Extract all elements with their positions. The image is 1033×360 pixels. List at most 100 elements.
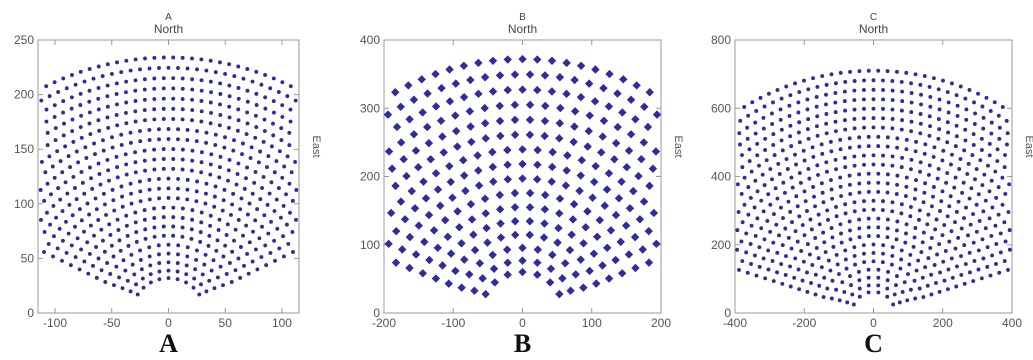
- heliostat-point: [899, 202, 904, 207]
- heliostat-point: [66, 231, 71, 236]
- heliostat-point: [171, 76, 176, 81]
- heliostat-point: [195, 129, 200, 134]
- heliostat-point: [806, 166, 811, 171]
- heliostat-point: [925, 283, 930, 288]
- heliostat-point: [981, 209, 986, 214]
- heliostat-point: [166, 127, 171, 131]
- heliostat-point: [242, 186, 247, 191]
- heliostat-point: [904, 175, 909, 180]
- heliostat-point: [576, 61, 586, 70]
- heliostat-point: [987, 189, 992, 194]
- y-tick-label: 400: [711, 170, 731, 184]
- heliostat-point: [77, 267, 82, 272]
- heliostat-point: [974, 202, 979, 207]
- heliostat-point: [600, 201, 609, 210]
- heliostat-point: [974, 167, 979, 171]
- heliostat-point: [826, 217, 830, 222]
- heliostat-point: [418, 269, 428, 278]
- heliostat-point: [954, 134, 959, 139]
- heliostat-point: [465, 270, 474, 279]
- heliostat-point: [980, 183, 985, 188]
- heliostat-point: [96, 256, 101, 261]
- heliostat-point: [976, 267, 981, 272]
- heliostat-point: [826, 258, 831, 263]
- heliostat-point: [218, 102, 222, 107]
- heliostat-point: [114, 264, 119, 269]
- x-tick-label: 0: [519, 316, 526, 330]
- heliostat-point: [171, 157, 176, 161]
- heliostat-point: [79, 135, 84, 140]
- heliostat-point: [885, 278, 890, 283]
- heliostat-point: [790, 185, 795, 190]
- heliostat-point: [555, 289, 564, 299]
- heliostat-point: [796, 130, 801, 135]
- heliostat-point: [614, 194, 624, 203]
- heliostat-point: [152, 167, 157, 172]
- heliostat-point: [269, 219, 274, 224]
- heliostat-point: [774, 222, 779, 227]
- heliostat-point: [204, 140, 209, 145]
- heliostat-point: [120, 286, 125, 291]
- heliostat-point: [771, 240, 776, 245]
- heliostat-point: [68, 263, 73, 268]
- heliostat-point: [101, 191, 106, 196]
- heliostat-point: [101, 148, 106, 153]
- heliostat-point: [900, 89, 905, 94]
- heliostat-point: [190, 148, 195, 153]
- heliostat-point: [881, 251, 885, 256]
- heliostat-point: [199, 99, 204, 103]
- heliostat-point: [918, 82, 923, 87]
- heliostat-point: [959, 254, 963, 259]
- heliostat-point: [161, 76, 166, 81]
- heliostat-point: [763, 276, 768, 281]
- heliostat-point: [129, 252, 134, 257]
- heliostat-point: [405, 115, 414, 124]
- heliostat-point: [796, 100, 801, 105]
- x-tick-label: 100: [272, 316, 292, 330]
- heliostat-point: [199, 170, 204, 175]
- heliostat-point: [821, 230, 826, 235]
- heliostat-point: [46, 241, 51, 246]
- heliostat-point: [495, 71, 505, 80]
- heliostat-point: [92, 141, 97, 146]
- heliostat-point: [106, 125, 111, 130]
- heliostat-point: [617, 177, 626, 186]
- heliostat-point: [890, 117, 895, 121]
- heliostat-point: [948, 194, 953, 199]
- heliostat-point: [115, 102, 119, 107]
- heliostat-point: [755, 153, 760, 158]
- heliostat-point: [166, 276, 171, 281]
- heliostat-point: [876, 267, 881, 272]
- heliostat-point: [262, 117, 267, 122]
- heliostat-point: [474, 89, 483, 99]
- y-tick-label: 400: [360, 33, 380, 47]
- heliostat-point: [490, 278, 500, 287]
- heliostat-point: [895, 145, 900, 150]
- heliostat-point: [175, 261, 180, 266]
- heliostat-point: [244, 132, 249, 137]
- heliostat-point: [405, 232, 415, 242]
- heliostat-point: [834, 287, 839, 292]
- heliostat-point: [171, 215, 176, 220]
- heliostat-point: [226, 125, 231, 130]
- heliostat-point: [161, 157, 166, 161]
- heliostat-point: [208, 223, 213, 228]
- heliostat-point: [639, 197, 649, 206]
- heliostat-point: [857, 235, 862, 240]
- heliostat-point: [69, 73, 74, 77]
- heliostat-point: [952, 185, 957, 190]
- heliostat-point: [180, 107, 185, 112]
- heliostat-point: [648, 164, 658, 173]
- heliostat-point: [166, 137, 171, 141]
- heliostat-point: [928, 104, 933, 109]
- heliostat-point: [166, 260, 171, 265]
- heliostat-point: [954, 93, 959, 98]
- heliostat-point: [452, 126, 461, 136]
- heliostat-point: [955, 113, 960, 118]
- heliostat-point: [489, 177, 498, 186]
- heliostat-point: [798, 180, 803, 185]
- heliostat-point: [797, 120, 802, 125]
- heliostat-point: [761, 115, 766, 120]
- heliostat-point: [871, 207, 876, 212]
- heliostat-point: [238, 275, 243, 280]
